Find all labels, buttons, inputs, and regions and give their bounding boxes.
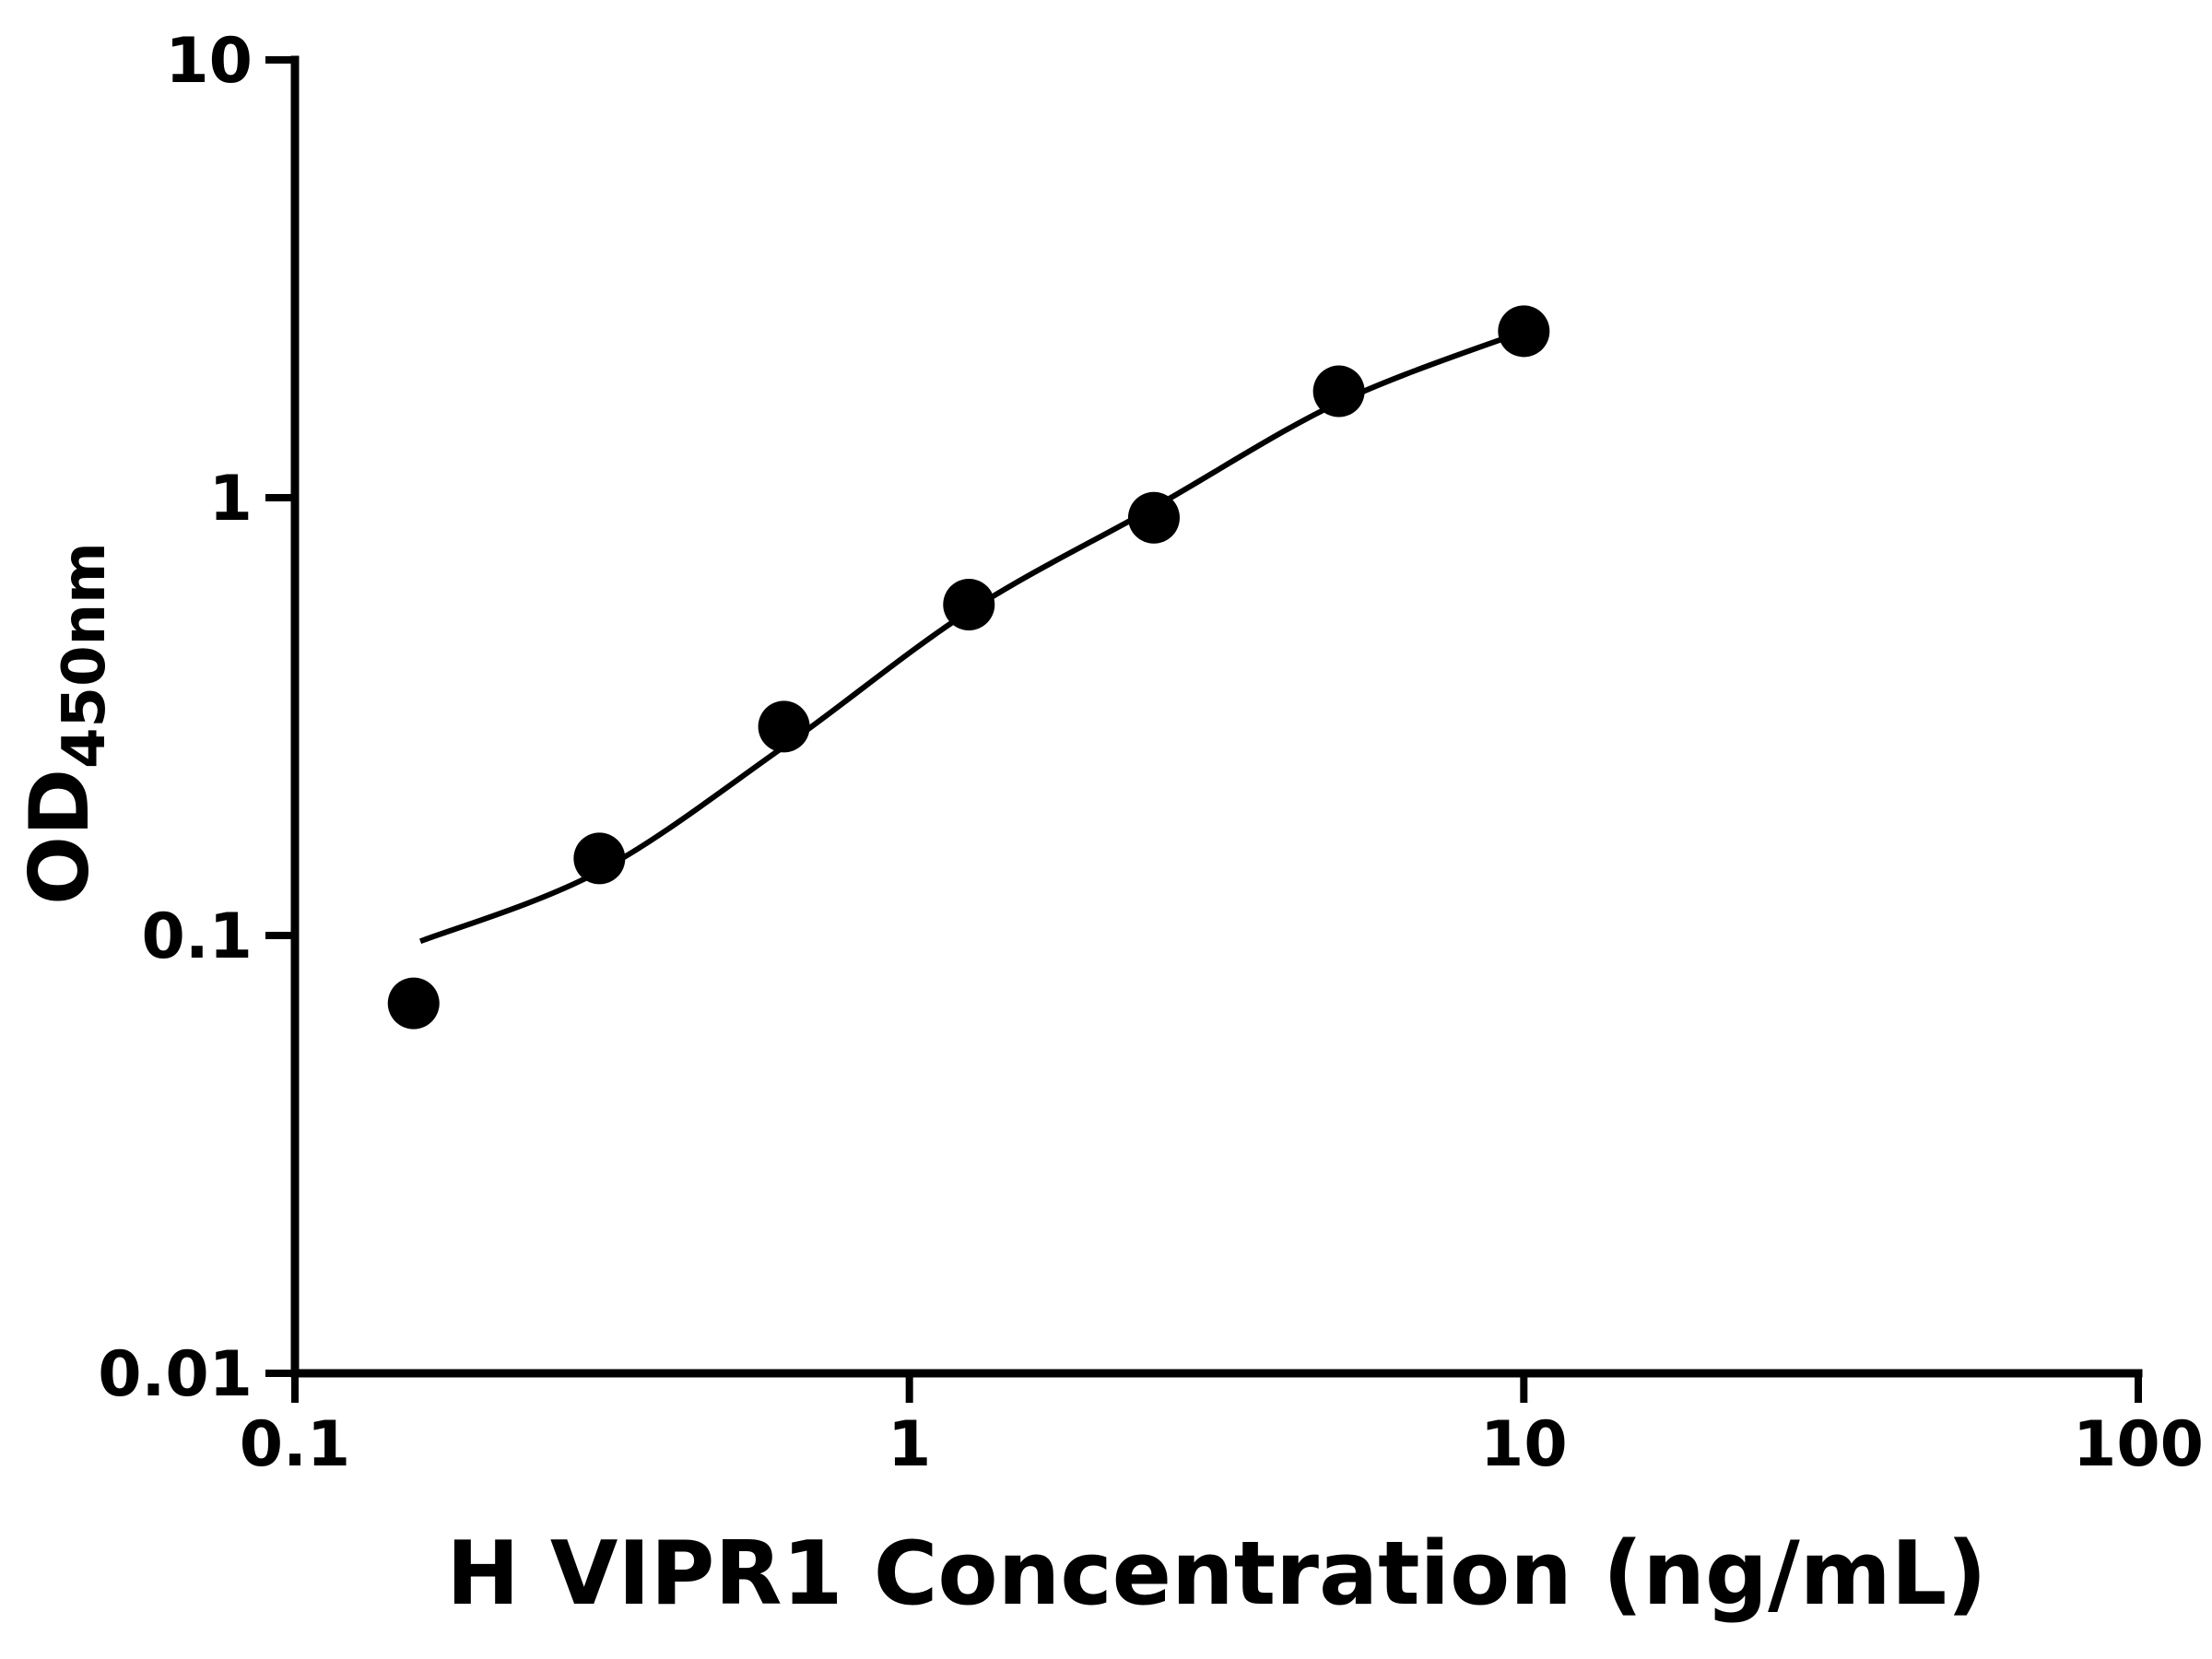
y-axis-title-sub: 450nm	[51, 542, 119, 769]
x-tick-label: 1	[888, 1408, 931, 1481]
data-point	[943, 578, 995, 630]
x-axis-title: H VIPR1 Concentration (ng/mL)	[446, 1524, 1986, 1625]
y-tick-label: 1	[209, 463, 253, 535]
data-point	[1127, 491, 1180, 544]
y-axis-title: OD450nm	[12, 542, 119, 905]
y-tick-label: 0.01	[98, 1338, 253, 1411]
data-point	[1312, 365, 1365, 418]
axis-lines	[290, 55, 2143, 1378]
y-tick-label: 10	[165, 25, 253, 98]
y-tick-label: 0.1	[142, 900, 253, 973]
data-point	[573, 832, 626, 885]
data-point	[1498, 305, 1550, 358]
x-tick-label: 100	[2073, 1408, 2204, 1481]
y-axis-title-main: OD	[12, 769, 107, 905]
x-tick-label: 0.1	[240, 1408, 350, 1481]
x-tick-label: 10	[1480, 1408, 1568, 1481]
data-point	[387, 977, 440, 1030]
data-point	[758, 700, 810, 753]
